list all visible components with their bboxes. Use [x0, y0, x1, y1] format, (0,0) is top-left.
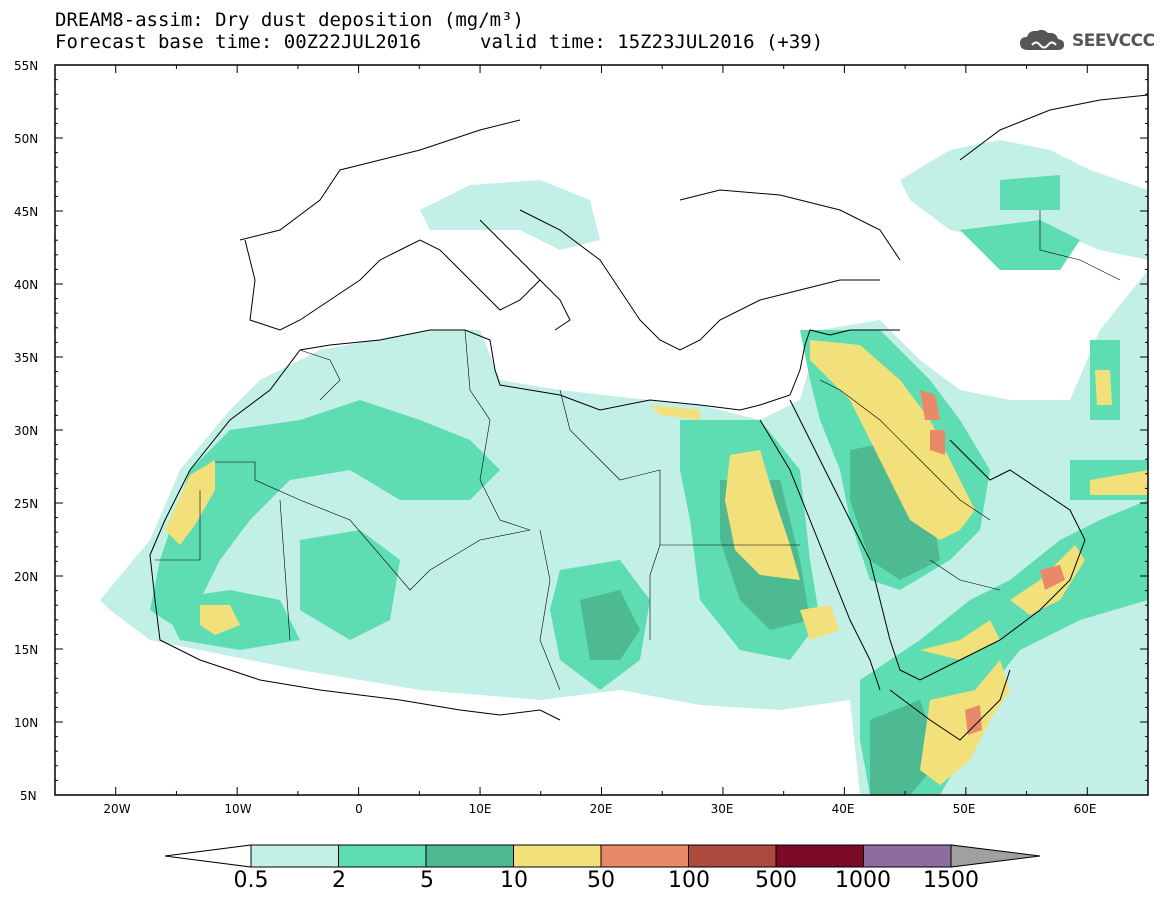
color-bar-segment [338, 844, 427, 868]
latitude-labels: 55N 50N 45N 40N 35N 30N 25N 20N 15N 10N … [14, 59, 38, 803]
lon-label: 0 [355, 802, 363, 816]
logo-text: SEEVCCC [1072, 31, 1155, 51]
level-label: 500 [755, 868, 797, 893]
lon-label: 10E [469, 802, 492, 816]
cloud-icon [1020, 29, 1065, 50]
level-label: 50 [587, 868, 615, 893]
axis-ticks [54, 64, 1149, 796]
lat-label: 20N [14, 570, 38, 584]
level-label: 5 [420, 868, 434, 893]
color-bar-segment [688, 844, 777, 868]
lat-label: 10N [14, 716, 38, 730]
color-bar-segment [250, 844, 339, 868]
lon-label: 60E [1074, 802, 1097, 816]
lon-label: 20E [590, 802, 613, 816]
lat-label: 55N [14, 59, 38, 73]
level-label: 0.5 [233, 868, 269, 893]
color-bar-segment [513, 844, 602, 868]
lon-label: 10W [224, 802, 251, 816]
under-range-triangle [164, 844, 252, 868]
color-bar-segment [600, 844, 689, 868]
lat-label: 25N [14, 497, 38, 511]
map-title: DREAM8-assim: Dry dust deposition (mg/m³… [55, 9, 524, 31]
color-bar-segment [425, 844, 514, 868]
lat-label: 50N [14, 132, 38, 146]
color-bar-segment [775, 844, 864, 868]
color-bar-labels: 0.5 2 5 10 50 100 500 1000 1500 [0, 868, 1165, 898]
valid-time: valid time: 15Z23JUL2016 (+39) [480, 31, 824, 53]
shading-50 [920, 390, 1065, 735]
level-label: 2 [332, 868, 346, 893]
lon-label: 40E [832, 802, 855, 816]
level-label: 1500 [923, 868, 979, 893]
lat-label: 45N [14, 205, 38, 219]
color-bar-segment [863, 844, 952, 868]
seevccc-logo: SEEVCCC [1018, 26, 1155, 56]
shading-10 [165, 340, 1148, 785]
over-range-triangle [950, 844, 1041, 868]
level-label: 100 [668, 868, 710, 893]
forecast-base-time: Forecast base time: 00Z22JUL2016 [55, 31, 422, 53]
lat-label: 5N [20, 789, 37, 803]
map-area [55, 65, 1148, 795]
level-label: 1000 [835, 868, 891, 893]
color-bar [164, 844, 1041, 868]
lat-label: 40N [14, 278, 38, 292]
level-label: 10 [500, 868, 528, 893]
lon-label: 50E [953, 802, 976, 816]
longitude-labels: 20W 10W 0 10E 20E 30E 40E 50E 60E [103, 802, 1096, 816]
lon-label: 20W [103, 802, 130, 816]
lon-label: 30E [711, 802, 734, 816]
lat-label: 30N [14, 424, 38, 438]
country-borders [155, 210, 1121, 691]
lat-label: 15N [14, 643, 38, 657]
coastlines [149, 94, 1148, 741]
lat-label: 35N [14, 351, 38, 365]
